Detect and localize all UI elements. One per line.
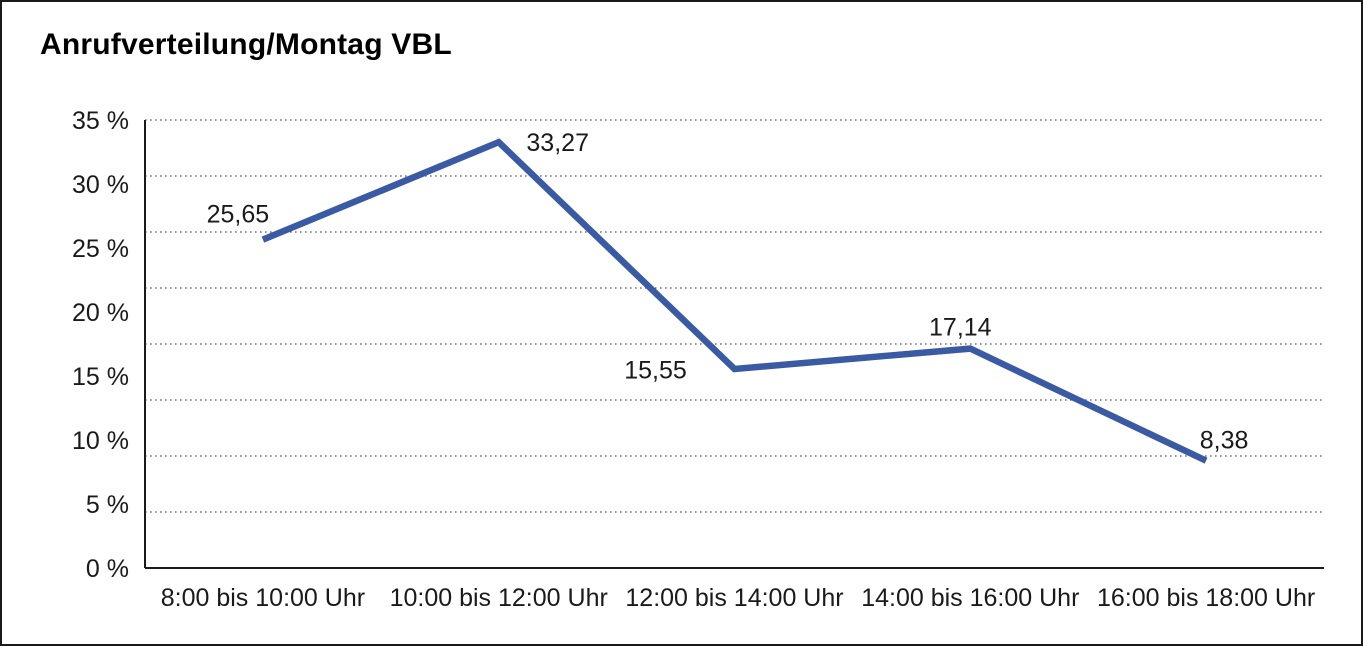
x-category-label: 8:00 bis 10:00 Uhr	[161, 584, 365, 612]
data-point-label: 8,38	[1200, 426, 1249, 454]
y-tick-label: 5 %	[86, 491, 129, 519]
data-line	[261, 138, 1208, 464]
y-tick-label: 20 %	[72, 299, 129, 327]
data-point-label: 15,55	[624, 357, 687, 385]
x-category-label: 16:00 bis 18:00 Uhr	[1097, 584, 1315, 612]
y-tick-label: 15 %	[72, 363, 129, 391]
y-tick-label: 35 %	[72, 107, 129, 135]
x-category-label: 10:00 bis 12:00 Uhr	[390, 584, 608, 612]
y-tick-label: 10 %	[72, 427, 129, 455]
x-category-label: 12:00 bis 14:00 Uhr	[625, 584, 843, 612]
y-tick-label: 30 %	[72, 171, 129, 199]
x-category-label: 14:00 bis 16:00 Uhr	[861, 584, 1079, 612]
data-point-label: 17,14	[929, 313, 992, 341]
y-tick-label: 25 %	[72, 235, 129, 263]
y-tick-label: 0 %	[86, 555, 129, 583]
data-point-label: 33,27	[526, 129, 589, 157]
chart-title: Anrufverteilung/Montag VBL	[40, 28, 452, 61]
data-point-label: 25,65	[207, 200, 270, 228]
